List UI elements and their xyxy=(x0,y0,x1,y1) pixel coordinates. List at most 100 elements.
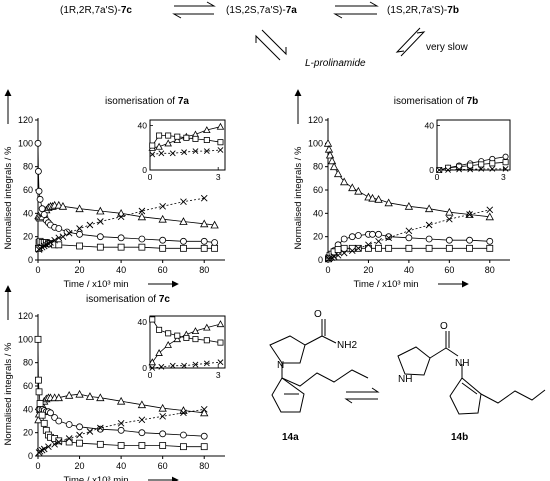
chart-7b-series-cross-point-12 xyxy=(425,221,433,229)
chart-7c-series-triangle-point-0 xyxy=(34,415,43,424)
inset-7b-series-cross-point-1 xyxy=(445,167,451,173)
inset-7b-series-square-point-4 xyxy=(478,161,485,168)
chart-7a-series-cross-point-14 xyxy=(117,213,125,221)
inset-7a-series-square-point-0 xyxy=(149,142,156,149)
chart-7a-series-cross-point-6 xyxy=(47,239,54,246)
chart-7c-series-square-point-5 xyxy=(40,419,48,427)
atom-nh-amide-14b: NH xyxy=(455,358,469,369)
atom-n-14a: N xyxy=(277,360,284,371)
chart-7a-series-circle-point-12 xyxy=(76,230,83,238)
y-tick-label-100: 100 xyxy=(18,334,33,344)
inset-7c-series-square-point-5 xyxy=(192,336,199,343)
inset-7c-series-cross-point-2 xyxy=(169,362,176,369)
chart-7a-series-triangle-point-11 xyxy=(58,201,68,210)
slow-arrow-diagonal xyxy=(395,27,426,57)
chart-7b-series-cross-point-8 xyxy=(365,241,372,249)
y-tick-label-60: 60 xyxy=(313,185,323,195)
chart-7c-series-triangle-point-9 xyxy=(54,393,63,402)
inset-7a: 0 40 0 3 xyxy=(138,119,226,182)
x-tick-label-20: 20 xyxy=(75,461,85,471)
inset-7a-series-cross-point-1 xyxy=(158,150,165,157)
chart-7b-series-triangle-point-7 xyxy=(348,183,357,192)
inset-7c-series-cross-point-1 xyxy=(158,363,165,370)
chart-7c-series-cross-point-15 xyxy=(200,406,208,413)
chart-7c-series-cross-point-3 xyxy=(40,445,48,453)
inset-x-tick-label-0: 0 xyxy=(435,172,440,182)
chart-7c-series-circle-point-16 xyxy=(200,432,208,440)
chart-title-7c: isomerisation of 7c xyxy=(86,294,170,305)
chart-7c-series-cross-point-8 xyxy=(76,431,83,439)
chart-7b-series-cross-point-6 xyxy=(348,247,356,254)
inset-7a-series-square-point-3 xyxy=(174,133,181,140)
x-tick-label-20: 20 xyxy=(75,265,85,275)
chart-7a-series-square-point-12 xyxy=(117,243,125,251)
chart-7a-series-cross-point-2 xyxy=(38,243,46,251)
chart-7c: isomerisation of 7c 0 20 40 60 80 100 120 0 20 40 6… xyxy=(3,285,226,481)
inset-7c-series-cross-point-5 xyxy=(203,360,210,367)
chart-7b-series-circle-point-15 xyxy=(445,236,453,244)
x-axis-label: Time / x10³ min xyxy=(63,475,128,481)
chart-7a-series-square-point-13 xyxy=(138,243,146,251)
y-axis-label: Normalised integrals / % xyxy=(293,146,304,250)
inset-7a-series-triangle-point-2 xyxy=(164,139,172,147)
chart-7a-series-cross-point-15 xyxy=(138,207,146,215)
chart-7c-series-square-point-16 xyxy=(159,442,167,449)
chart-7b-series-cross-point-15 xyxy=(486,206,494,214)
x-tick-label-80: 80 xyxy=(199,461,209,471)
chart-7c-series-circle-point-12 xyxy=(117,426,125,434)
chart-7a-series-cross-point-9 xyxy=(59,233,67,240)
chart-7a-series-circle-point-17 xyxy=(180,237,187,245)
chart-7a-series-cross-point-13 xyxy=(97,218,104,225)
chart-7a-series-circle-point-18 xyxy=(200,237,208,245)
chart-7c-series-square-point-2 xyxy=(35,388,43,396)
chart-7c-series-circle-point-6 xyxy=(47,409,54,417)
reaction-scheme: (1R,2R,7a'S)-7c (1S,2S,7a'S)-7a (1S,2R,7… xyxy=(60,1,468,69)
chart-7a-series-cross-point-1 xyxy=(36,245,44,252)
inset-x-tick-label-3: 3 xyxy=(216,370,221,380)
x-tick-label-80: 80 xyxy=(485,265,495,275)
chart-7c-series-cross-point-2 xyxy=(38,446,46,454)
chart-7b-series-square-point-15 xyxy=(466,244,473,252)
catalyst-arrow-diagonal xyxy=(255,29,287,61)
y-tick-label-0: 0 xyxy=(28,255,33,265)
inset-7a-series-triangle-point-6 xyxy=(203,126,211,133)
chart-7a-series-triangle-point-12 xyxy=(75,204,84,213)
chart-7a-series-cross-point-8 xyxy=(55,234,63,242)
chart-7b-series-cross-point-14 xyxy=(466,211,473,218)
chart-title-prefix: isomerisation of xyxy=(394,96,467,107)
inset-7a-series-cross-point-2 xyxy=(169,150,176,157)
chart-7c-series-circle-point-14 xyxy=(159,430,167,438)
equilibrium-arrow-7a-7b xyxy=(333,1,379,19)
inset-7c-series-triangle-point-3 xyxy=(173,335,182,343)
chart-7c-series-circle-point-9 xyxy=(65,421,73,428)
inset-7c-series-square-point-2 xyxy=(165,330,172,337)
inset-7c: 0 40 0 3 xyxy=(138,315,226,380)
inset-frame xyxy=(436,119,511,171)
chart-7a-series-circle-point-15 xyxy=(138,235,146,243)
chart-7c-series-square-point-4 xyxy=(38,411,46,419)
chart-7b-series-cross-point-3 xyxy=(330,253,338,260)
inset-7b-series-cross-point-6 xyxy=(502,165,509,172)
inset-7c-series-triangle-point-5 xyxy=(191,327,200,335)
x-axis-label: Time / x10³ min xyxy=(353,279,418,290)
atom-nh2-14a: NH2 xyxy=(337,340,357,351)
inset-7b-series-cross-point-4 xyxy=(478,165,485,172)
chart-7b-series-cross-point-2 xyxy=(328,254,336,261)
chart-7a-series-cross-point-10 xyxy=(65,229,73,237)
chart-7a-series-circle-point-2 xyxy=(35,187,43,195)
chart-7a-series-square-point-14 xyxy=(159,244,167,252)
inset-x-tick-label-0: 0 xyxy=(148,370,153,380)
chart-7b-series-cross-point-1 xyxy=(326,254,334,261)
chart-7b-series-square-point-10 xyxy=(375,244,382,252)
chart-7a-series-circle-point-14 xyxy=(117,234,125,242)
catalyst-label: L-prolinamide xyxy=(305,58,366,69)
structure-14a xyxy=(269,319,369,413)
chart-7c-series-circle-point-15 xyxy=(180,431,187,439)
chart-7c-series-triangle-point-18 xyxy=(200,408,209,417)
chart-7b-series-circle-point-7 xyxy=(348,233,356,241)
chart-7a-series-cross-point-12 xyxy=(86,221,94,229)
chart-7b-series-square-point-6 xyxy=(340,244,348,252)
inset-7b-series-square-point-2 xyxy=(456,163,463,170)
chart-7b-series-circle-point-17 xyxy=(486,237,494,245)
